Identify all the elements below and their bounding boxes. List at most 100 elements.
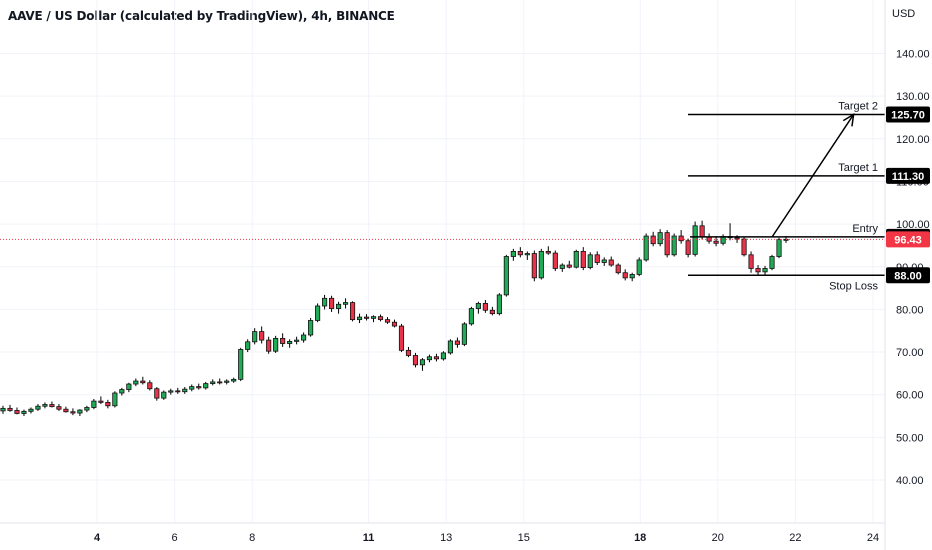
- candle: [685, 238, 691, 258]
- candle: [538, 248, 544, 280]
- candle-body: [461, 323, 467, 345]
- candle: [384, 317, 391, 324]
- candle-body: [398, 325, 405, 351]
- candle-body: [762, 268, 768, 273]
- candle-body: [231, 378, 237, 382]
- candle: [280, 333, 286, 347]
- candle: [0, 405, 6, 414]
- candle-body: [245, 341, 251, 350]
- candle: [489, 306, 495, 316]
- candle-body: [91, 400, 97, 408]
- candle-body: [748, 254, 754, 269]
- candle-body: [468, 308, 474, 325]
- candle: [629, 272, 635, 282]
- candle: [308, 317, 314, 337]
- target-arrow-head: [842, 113, 855, 127]
- candle-body: [391, 321, 398, 327]
- level-badge: 88.00: [886, 267, 930, 284]
- candle-body: [70, 411, 76, 414]
- level-badge-value: 88.00: [894, 270, 922, 282]
- candle-body: [741, 238, 747, 256]
- level-badge-value: 125.70: [891, 109, 925, 121]
- x-tick-label: 11: [363, 532, 375, 544]
- candle-body: [21, 410, 27, 414]
- candle: [63, 406, 69, 413]
- x-tick-label: 20: [712, 532, 724, 544]
- candle: [28, 407, 34, 414]
- candle: [273, 335, 279, 353]
- candle: [336, 301, 342, 314]
- candle: [42, 402, 48, 409]
- y-tick-label: 60.00: [896, 390, 924, 402]
- candle: [496, 293, 502, 316]
- level-name: Target 2: [838, 100, 878, 112]
- candle-body: [210, 381, 216, 385]
- candle-body: [657, 232, 663, 245]
- candle: [161, 390, 167, 400]
- currency-label: USD: [892, 8, 915, 20]
- candle-body: [189, 386, 195, 390]
- candle: [301, 332, 307, 343]
- candle: [259, 326, 265, 344]
- candle-body: [112, 392, 118, 407]
- candle: [203, 381, 209, 390]
- candle: [545, 246, 551, 255]
- candle-body: [168, 390, 174, 393]
- candle-body: [636, 259, 642, 275]
- candle-body: [587, 254, 593, 269]
- candle: [573, 249, 579, 269]
- candle: [377, 314, 384, 322]
- candle: [356, 313, 363, 324]
- candle-body: [35, 405, 41, 410]
- candle-body: [608, 259, 614, 266]
- x-tick-label: 18: [634, 532, 646, 544]
- candle: [245, 339, 251, 353]
- candle-body: [524, 253, 530, 256]
- candle: [315, 303, 321, 323]
- candle-body: [769, 256, 775, 269]
- candle: [70, 408, 76, 416]
- candle: [615, 263, 621, 275]
- candle: [294, 336, 300, 345]
- candle: [182, 387, 188, 394]
- candle: [636, 257, 642, 277]
- current-price-badge: 96.43: [886, 231, 930, 248]
- candle-body: [629, 274, 635, 279]
- candle: [419, 358, 426, 371]
- candle: [329, 295, 335, 312]
- candle: [91, 398, 97, 410]
- candle-body: [0, 407, 6, 412]
- candle-body: [755, 268, 761, 273]
- candle-body: [84, 407, 90, 411]
- candle: [622, 269, 628, 281]
- candle-body: [734, 237, 740, 240]
- candle: [231, 377, 237, 383]
- candle-body: [622, 272, 628, 279]
- candle: [776, 237, 782, 259]
- level-badge-bg: [886, 167, 930, 184]
- candle: [77, 409, 83, 417]
- candle-body: [308, 320, 314, 336]
- level-name: Stop Loss: [829, 280, 878, 292]
- current-price-badge-bg: [886, 231, 930, 248]
- candle-body: [126, 383, 132, 390]
- candle: [189, 384, 195, 392]
- candle: [720, 234, 726, 246]
- candle-body: [196, 386, 202, 389]
- candle-body: [342, 302, 349, 305]
- candle: [510, 248, 516, 261]
- candle-body: [203, 383, 209, 389]
- candle-body: [580, 250, 586, 269]
- candle-body: [594, 254, 600, 263]
- candle-body: [384, 319, 391, 323]
- candle: [140, 376, 146, 385]
- candle-body: [447, 340, 453, 354]
- candle: [531, 250, 537, 282]
- candle: [133, 378, 139, 387]
- x-tick-label: 15: [518, 532, 530, 544]
- candle: [727, 223, 733, 241]
- candle: [678, 230, 684, 244]
- candle: [105, 399, 111, 409]
